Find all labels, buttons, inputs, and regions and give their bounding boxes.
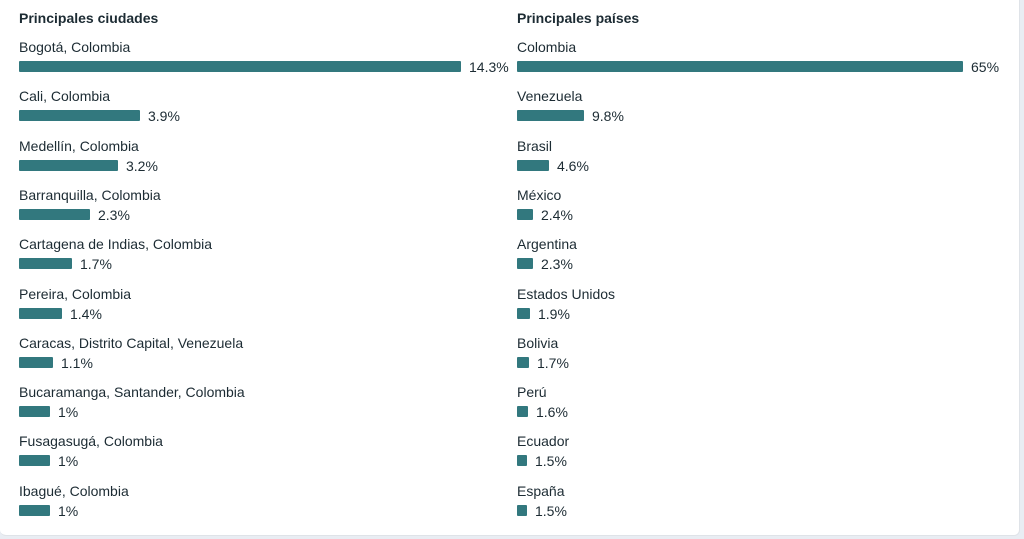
city-label: Medellín, Colombia: [19, 137, 139, 154]
city-label: Cali, Colombia: [19, 88, 111, 105]
country-bar: [517, 110, 584, 122]
country-label: México: [517, 186, 562, 203]
city-row: Cartagena de Indias, Colombia 1.7%: [19, 236, 509, 276]
country-row: Argentina 2.3%: [517, 236, 1005, 276]
city-bar: [19, 61, 461, 72]
top-cities-title: Principales ciudades: [19, 10, 159, 26]
country-label: Ecuador: [517, 433, 570, 450]
country-bar: [517, 61, 963, 72]
city-value-label: 2.3%: [98, 206, 130, 223]
country-value-label: 1.5%: [535, 502, 567, 519]
city-bar: [19, 356, 53, 368]
top-countries-title: Principales países: [517, 10, 640, 26]
country-value-label: 1.7%: [537, 354, 569, 371]
country-row: Perú 1.6%: [517, 384, 1005, 424]
country-label: Estados Unidos: [517, 285, 616, 302]
city-label: Fusagasugá, Colombia: [19, 433, 163, 450]
city-bar: [19, 307, 62, 319]
city-row: Fusagasugá, Colombia 1%: [19, 433, 509, 473]
city-label: Caracas, Distrito Capital, Venezuela: [19, 334, 244, 351]
city-label: Cartagena de Indias, Colombia: [19, 236, 213, 253]
country-bar: [517, 406, 528, 418]
country-bar: [517, 258, 533, 270]
city-row: Ibagué, Colombia 1%: [19, 483, 509, 523]
country-row: Colombia 65%: [517, 39, 1005, 79]
city-bar: [19, 159, 118, 171]
city-label: Bogotá, Colombia: [19, 39, 131, 55]
city-row: Bogotá, Colombia 14.3%: [19, 39, 509, 79]
country-row: Estados Unidos 1.9%: [517, 286, 1005, 326]
country-row: Bolivia 1.7%: [517, 335, 1005, 375]
city-value-label: 1.1%: [61, 354, 93, 371]
city-value-label: 3.2%: [126, 157, 158, 174]
country-label: Bolivia: [517, 334, 559, 351]
country-label: Colombia: [517, 39, 577, 55]
city-row: Medellín, Colombia 3.2%: [19, 138, 509, 178]
city-bar: [19, 110, 140, 122]
country-value-label: 1.5%: [535, 453, 567, 470]
city-value-label: 1%: [58, 453, 79, 470]
country-bar: [517, 455, 527, 467]
country-label: España: [517, 482, 565, 499]
city-bar: [19, 455, 50, 467]
city-label: Bucaramanga, Santander, Colombia: [19, 384, 245, 401]
city-row: Caracas, Distrito Capital, Venezuela 1.1%: [19, 335, 509, 375]
country-bar: [517, 504, 527, 516]
country-value-label: 2.4%: [541, 206, 573, 223]
country-value-label: 2.3%: [541, 256, 573, 273]
city-row: Bucaramanga, Santander, Colombia 1%: [19, 384, 509, 424]
country-value-label: 65%: [971, 59, 1000, 75]
country-value-label: 9.8%: [592, 108, 624, 125]
country-label: Perú: [517, 384, 547, 401]
city-value-label: 1.7%: [80, 256, 112, 273]
city-row: Pereira, Colombia 1.4%: [19, 286, 509, 326]
city-value-label: 1%: [58, 502, 79, 519]
country-value-label: 4.6%: [557, 157, 589, 174]
country-row: México 2.4%: [517, 187, 1005, 227]
city-bar: [19, 504, 50, 516]
city-value-label: 3.9%: [148, 108, 180, 125]
city-label: Barranquilla, Colombia: [19, 186, 161, 203]
city-bar: [19, 258, 72, 270]
city-row: Barranquilla, Colombia 2.3%: [19, 187, 509, 227]
country-bar: [517, 356, 529, 368]
country-value-label: 1.9%: [538, 305, 570, 322]
country-bar: [517, 208, 533, 220]
country-label: Argentina: [517, 236, 577, 253]
city-value-label: 14.3%: [469, 59, 509, 75]
country-row: Venezuela 9.8%: [517, 88, 1005, 128]
city-row: Cali, Colombia 3.9%: [19, 88, 509, 128]
country-row: España 1.5%: [517, 483, 1005, 523]
city-bar: [19, 406, 50, 418]
country-label: Venezuela: [517, 88, 583, 105]
country-row: Ecuador 1.5%: [517, 433, 1005, 473]
city-label: Pereira, Colombia: [19, 285, 132, 302]
city-value-label: 1.4%: [70, 305, 102, 322]
country-label: Brasil: [517, 137, 553, 154]
city-value-label: 1%: [58, 404, 79, 421]
country-value-label: 1.6%: [536, 404, 568, 421]
country-bar: [517, 307, 530, 319]
city-bar: [19, 208, 90, 220]
city-label: Ibagué, Colombia: [19, 482, 129, 499]
country-bar: [517, 159, 549, 171]
country-row: Brasil 4.6%: [517, 138, 1005, 178]
